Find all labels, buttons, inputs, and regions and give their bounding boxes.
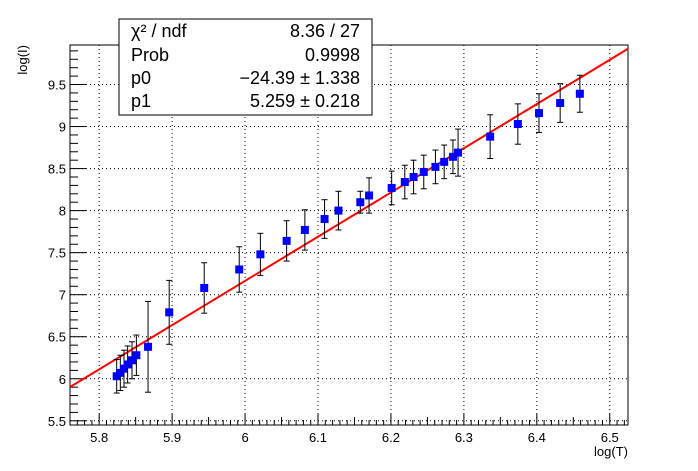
y-tick-label: 8 [59,204,66,219]
y-tick-label: 6 [59,372,66,387]
x-tick-label: 6.2 [382,430,400,445]
stats-label-prob: Prob [131,45,169,65]
data-point [119,364,128,373]
stats-label-chi2: χ² / ndf [131,21,187,41]
data-point [123,360,132,369]
x-tick-label: 6.5 [601,430,619,445]
x-tick-label: 6.3 [455,430,473,445]
data-point [486,132,495,141]
data-point [431,162,440,171]
data-point [448,152,457,161]
y-tick-label: 9.5 [48,78,66,93]
x-tick-label: 6 [241,430,248,445]
y-tick-label: 7 [59,288,66,303]
stats-box: χ² / ndf 8.36 / 27 Prob 0.9998 p0 −24.39… [118,18,373,116]
fit-line-group [69,47,629,388]
data-point [575,89,584,98]
y-tick-label: 9 [59,120,66,135]
data-point [334,206,343,215]
stats-value-chi2: 8.36 / 27 [290,21,360,41]
x-tick-label: 6.1 [309,430,327,445]
data-point [235,265,244,274]
data-point [513,120,522,129]
y-tick-label: 6.5 [48,330,66,345]
stats-value-p0: −24.39 ± 1.338 [240,68,360,88]
x-axis-title: log(T) [594,444,628,459]
data-point [454,148,463,157]
data-point [132,351,141,360]
stats-label-p0: p0 [131,68,151,88]
stats-label-p1: p1 [131,91,151,111]
data-point [409,172,418,181]
data-point [116,368,125,377]
data-point [300,225,309,234]
data-point [282,236,291,245]
x-tick-label: 5.9 [163,430,181,445]
data-point [400,178,409,187]
data-point [535,109,544,118]
axes: 5.8 5.9 6 6.1 6.2 6.3 6.4 6.5 5.5 6 6.5 7 7.5 8 8.5 9 9.… [48,50,625,445]
x-tick-label: 5.8 [90,430,108,445]
data-point [256,250,265,259]
y-axis-title: log(I) [15,45,30,75]
stats-value-prob: 0.9998 [305,45,360,65]
data-point [165,308,174,317]
x-tick-label: 6.4 [528,430,546,445]
data-point [387,183,396,192]
data-point [356,198,365,207]
stats-value-p1: 5.259 ± 0.218 [250,91,360,111]
data-point [320,215,329,224]
data-point [128,356,136,365]
y-tick-label: 5.5 [48,414,66,429]
data-point [365,191,374,200]
fit-line [69,47,629,388]
data-point [419,167,428,176]
stats-box-frame [118,18,373,116]
data-point [556,99,565,108]
data-point [440,157,449,166]
data-point [200,283,209,292]
y-tick-label: 7.5 [48,246,66,261]
y-tick-label: 8.5 [48,162,66,177]
data-points [112,74,584,394]
data-point [144,342,153,351]
